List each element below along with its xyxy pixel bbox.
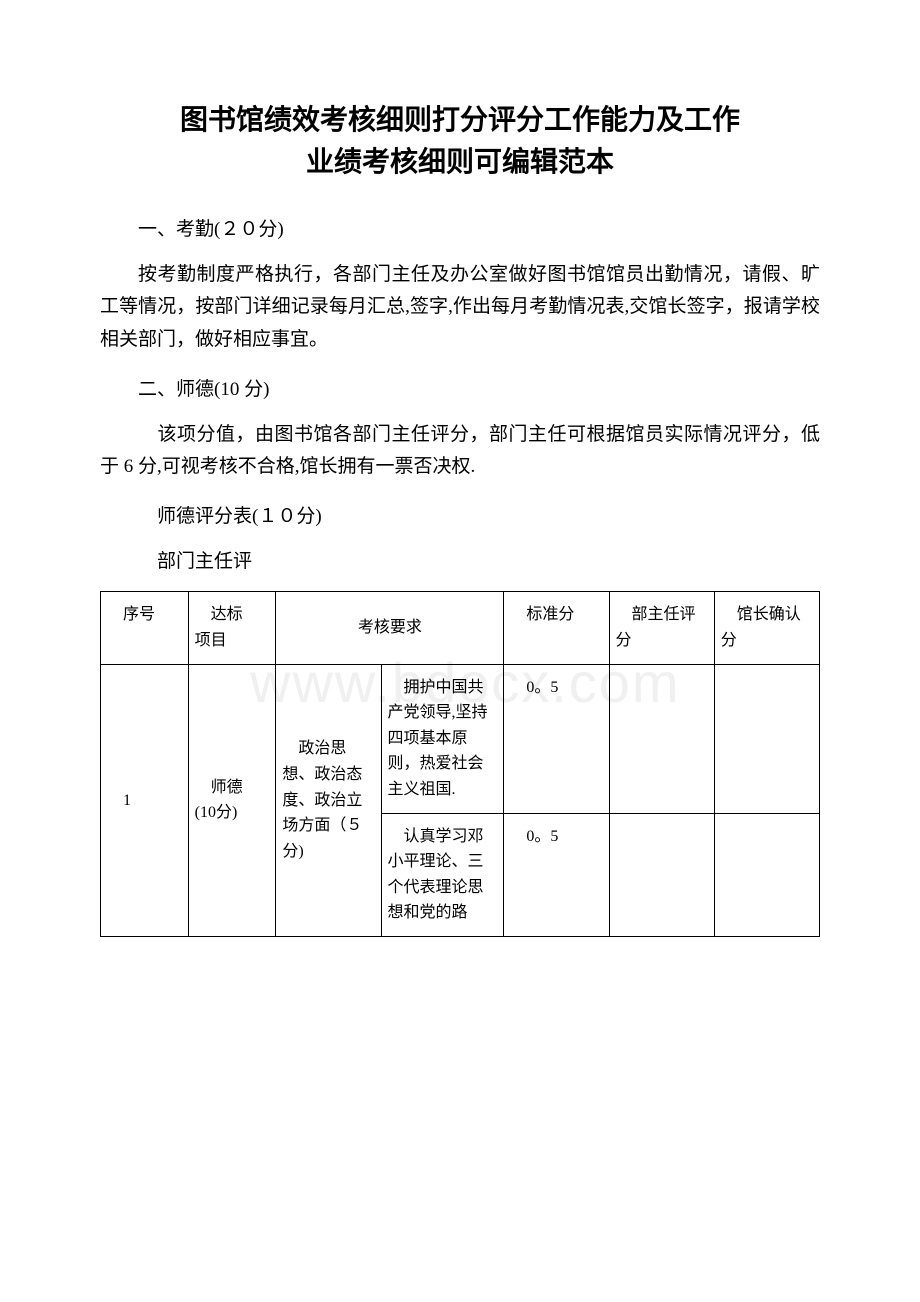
cell-sub: 政治思想、政治态度、政治立场方面（５分) xyxy=(276,664,381,936)
section-2-body: 该项分值，由图书馆各部门主任评分，部门主任可根据馆员实际情况评分，低于 6 分,… xyxy=(100,419,820,484)
header-dir-score: 馆长确认分 xyxy=(714,592,819,664)
cell-score-2: 0。5 xyxy=(504,813,609,936)
section-2-sub2: 部门主任评 xyxy=(100,546,820,573)
section-1-body: 按考勤制度严格执行，各部门主任及办公室做好图书馆馆员出勤情况，请假、旷工等情况，… xyxy=(100,259,820,356)
cell-score-1: 0。5 xyxy=(504,664,609,813)
table-header-row: 序号 达标 项目 考核要求 标准分 部主任评分 馆长确认分 xyxy=(101,592,820,664)
title-line-2: 业绩考核细则可编辑范本 xyxy=(306,147,614,178)
title-line-1: 图书馆绩效考核细则打分评分工作能力及工作 xyxy=(180,105,740,136)
evaluation-table: 序号 达标 项目 考核要求 标准分 部主任评分 馆长确认分 1 师德 (10分)… xyxy=(100,591,820,937)
cell-detail-2: 认真学习邓小平理论、三个代表理论思想和党的路 xyxy=(381,813,504,936)
header-requirement: 考核要求 xyxy=(276,592,504,664)
cell-detail-1: 拥护中国共产党领导,坚持四项基本原则，热爱社会主义祖国. xyxy=(381,664,504,813)
header-seq: 序号 xyxy=(101,592,189,664)
cell-dept-2 xyxy=(609,813,714,936)
section-2-sub1: 师德评分表(１０分) xyxy=(100,501,820,528)
cell-seq: 1 xyxy=(101,664,189,936)
cell-item: 师德 (10分) xyxy=(188,664,276,936)
page-title: 图书馆绩效考核细则打分评分工作能力及工作 业绩考核细则可编辑范本 xyxy=(100,100,820,184)
cell-dir-1 xyxy=(714,664,819,813)
cell-dir-2 xyxy=(714,813,819,936)
section-2-heading: 二、师德(10 分) xyxy=(100,374,820,401)
header-dept-score: 部主任评分 xyxy=(609,592,714,664)
document-body: 图书馆绩效考核细则打分评分工作能力及工作 业绩考核细则可编辑范本 一、考勤(２０… xyxy=(100,100,820,937)
header-item: 达标 项目 xyxy=(188,592,276,664)
cell-dept-1 xyxy=(609,664,714,813)
section-1-heading: 一、考勤(２０分) xyxy=(100,214,820,241)
table-row: 1 师德 (10分) 政治思想、政治态度、政治立场方面（５分) 拥护中国共产党领… xyxy=(101,664,820,813)
header-std-score: 标准分 xyxy=(504,592,609,664)
